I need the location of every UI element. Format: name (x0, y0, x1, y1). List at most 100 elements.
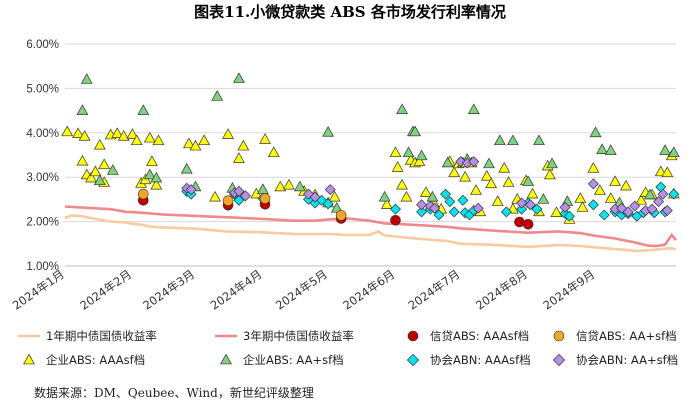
triangle-point (459, 170, 472, 182)
triangle-point (189, 139, 202, 151)
triangle-point (328, 190, 341, 202)
diamond-point (416, 199, 428, 211)
triangle-point (380, 198, 393, 209)
triangle-point (537, 193, 550, 204)
legend-label: 企业ABS: AAAsf档 (46, 353, 145, 367)
y-axis: 1.00% 2.00% 3.00% 4.00% 5.00% 6.00% (26, 39, 59, 273)
source-note: 数据来源：DM、Qeubee、Wind，新世纪评级整理 (34, 385, 314, 400)
legend-label: 3年期中债国债收益率 (243, 329, 354, 343)
circle-point (522, 218, 534, 230)
legend-label: 企业ABS: AA+sf档 (243, 353, 344, 367)
series-6-points (76, 72, 680, 213)
diamond-point (500, 206, 512, 218)
triangle-point (259, 133, 271, 144)
triangle-point (180, 162, 193, 174)
triangle-point (396, 103, 408, 114)
triangle-point (389, 146, 402, 158)
diamond-point (433, 209, 445, 221)
y-tick-label: 2.00% (26, 217, 59, 229)
triangle-point (256, 183, 269, 194)
triangle-point (491, 195, 504, 206)
legend-swatch (407, 330, 419, 342)
series-line-1 (64, 214, 677, 253)
diamond-point (563, 210, 575, 222)
circle-point (137, 188, 149, 200)
triangle-point (448, 166, 461, 178)
diamond-point (622, 206, 634, 218)
triangle-point (72, 127, 84, 138)
y-tick-label: 5.00% (26, 83, 59, 95)
triangle-point (396, 178, 408, 190)
circle-point (259, 193, 271, 204)
triangle-point (209, 190, 221, 202)
legend-item: 信贷ABS: AA+sf档 (553, 329, 677, 343)
triangle-point (526, 187, 539, 199)
diamond-point (457, 194, 469, 206)
triangle-point (498, 162, 511, 173)
triangle-point (467, 103, 480, 114)
triangle-point (576, 201, 589, 212)
triangle-point (441, 156, 454, 168)
triangle-point (589, 126, 602, 138)
triangle-point (378, 190, 391, 202)
legend-label: 信贷ABS: AAAsf档 (430, 329, 529, 343)
triangle-point (117, 130, 130, 141)
diamond-point (629, 200, 641, 212)
triangle-point (93, 174, 106, 186)
triangle-point (485, 177, 498, 189)
triangle-point (550, 206, 563, 217)
diamond-point (309, 191, 321, 203)
triangle-point (635, 193, 648, 205)
x-tick-label: 2024年3月 (140, 267, 197, 313)
diamond-point (429, 202, 441, 214)
triangle-point (596, 143, 608, 154)
diamond-point (653, 196, 665, 208)
triangle-point (152, 134, 165, 146)
triangle-point (143, 168, 156, 180)
legend-item: 1年期中债国债收益率 (18, 329, 157, 343)
y-tick-label: 4.00% (26, 128, 59, 140)
diamond-point (233, 194, 245, 206)
triangle-point (283, 178, 295, 190)
legend-item: 信贷ABS: AAAsf档 (407, 329, 529, 343)
triangle-point (126, 128, 139, 139)
diamond-point (390, 203, 402, 215)
diamond-point (472, 202, 484, 214)
triangle-point (483, 157, 495, 169)
diamond-point (444, 196, 456, 208)
triangle-point (143, 131, 156, 143)
diamond-point (324, 184, 336, 196)
triangle-point (89, 165, 102, 177)
x-tick-label: 2024年4月 (208, 267, 265, 313)
diamond-point (516, 203, 528, 215)
legend-item: 协会ABN: AAAsf档 (406, 353, 531, 367)
legend-swatch (220, 353, 232, 365)
legend-label: 1年期中债国债收益率 (46, 329, 157, 343)
triangle-point (593, 184, 606, 195)
diamond-point (185, 184, 197, 196)
triangle-point (137, 104, 150, 115)
x-tick-label: 2024年1月 (10, 267, 67, 313)
triangle-point (76, 104, 89, 115)
legend-swatch (406, 353, 420, 367)
triangle-point (502, 176, 515, 187)
legend: 1年期中债国债收益率 3年期中债国债收益率 信贷ABS: AAAsf档 信贷ABS: … (18, 329, 678, 367)
triangle-point (620, 179, 632, 191)
triangle-point (85, 171, 98, 183)
legend-label: 协会ABN: AA+sf档 (576, 353, 678, 367)
plot-area (61, 72, 680, 253)
triangle-point (420, 186, 432, 198)
triangle-point (80, 73, 93, 84)
diamond-point (524, 199, 536, 211)
triangle-point (402, 146, 415, 158)
triangle-point (98, 158, 111, 170)
diamond-point (516, 197, 528, 209)
x-tick-label: 2024年7月 (406, 267, 463, 313)
triangle-point (391, 161, 404, 172)
triangle-point (574, 192, 587, 203)
triangle-point (413, 155, 426, 166)
diamond-point (531, 203, 543, 215)
triangle-point (604, 192, 617, 203)
diamond-point (233, 185, 245, 197)
triangle-point (409, 125, 421, 137)
